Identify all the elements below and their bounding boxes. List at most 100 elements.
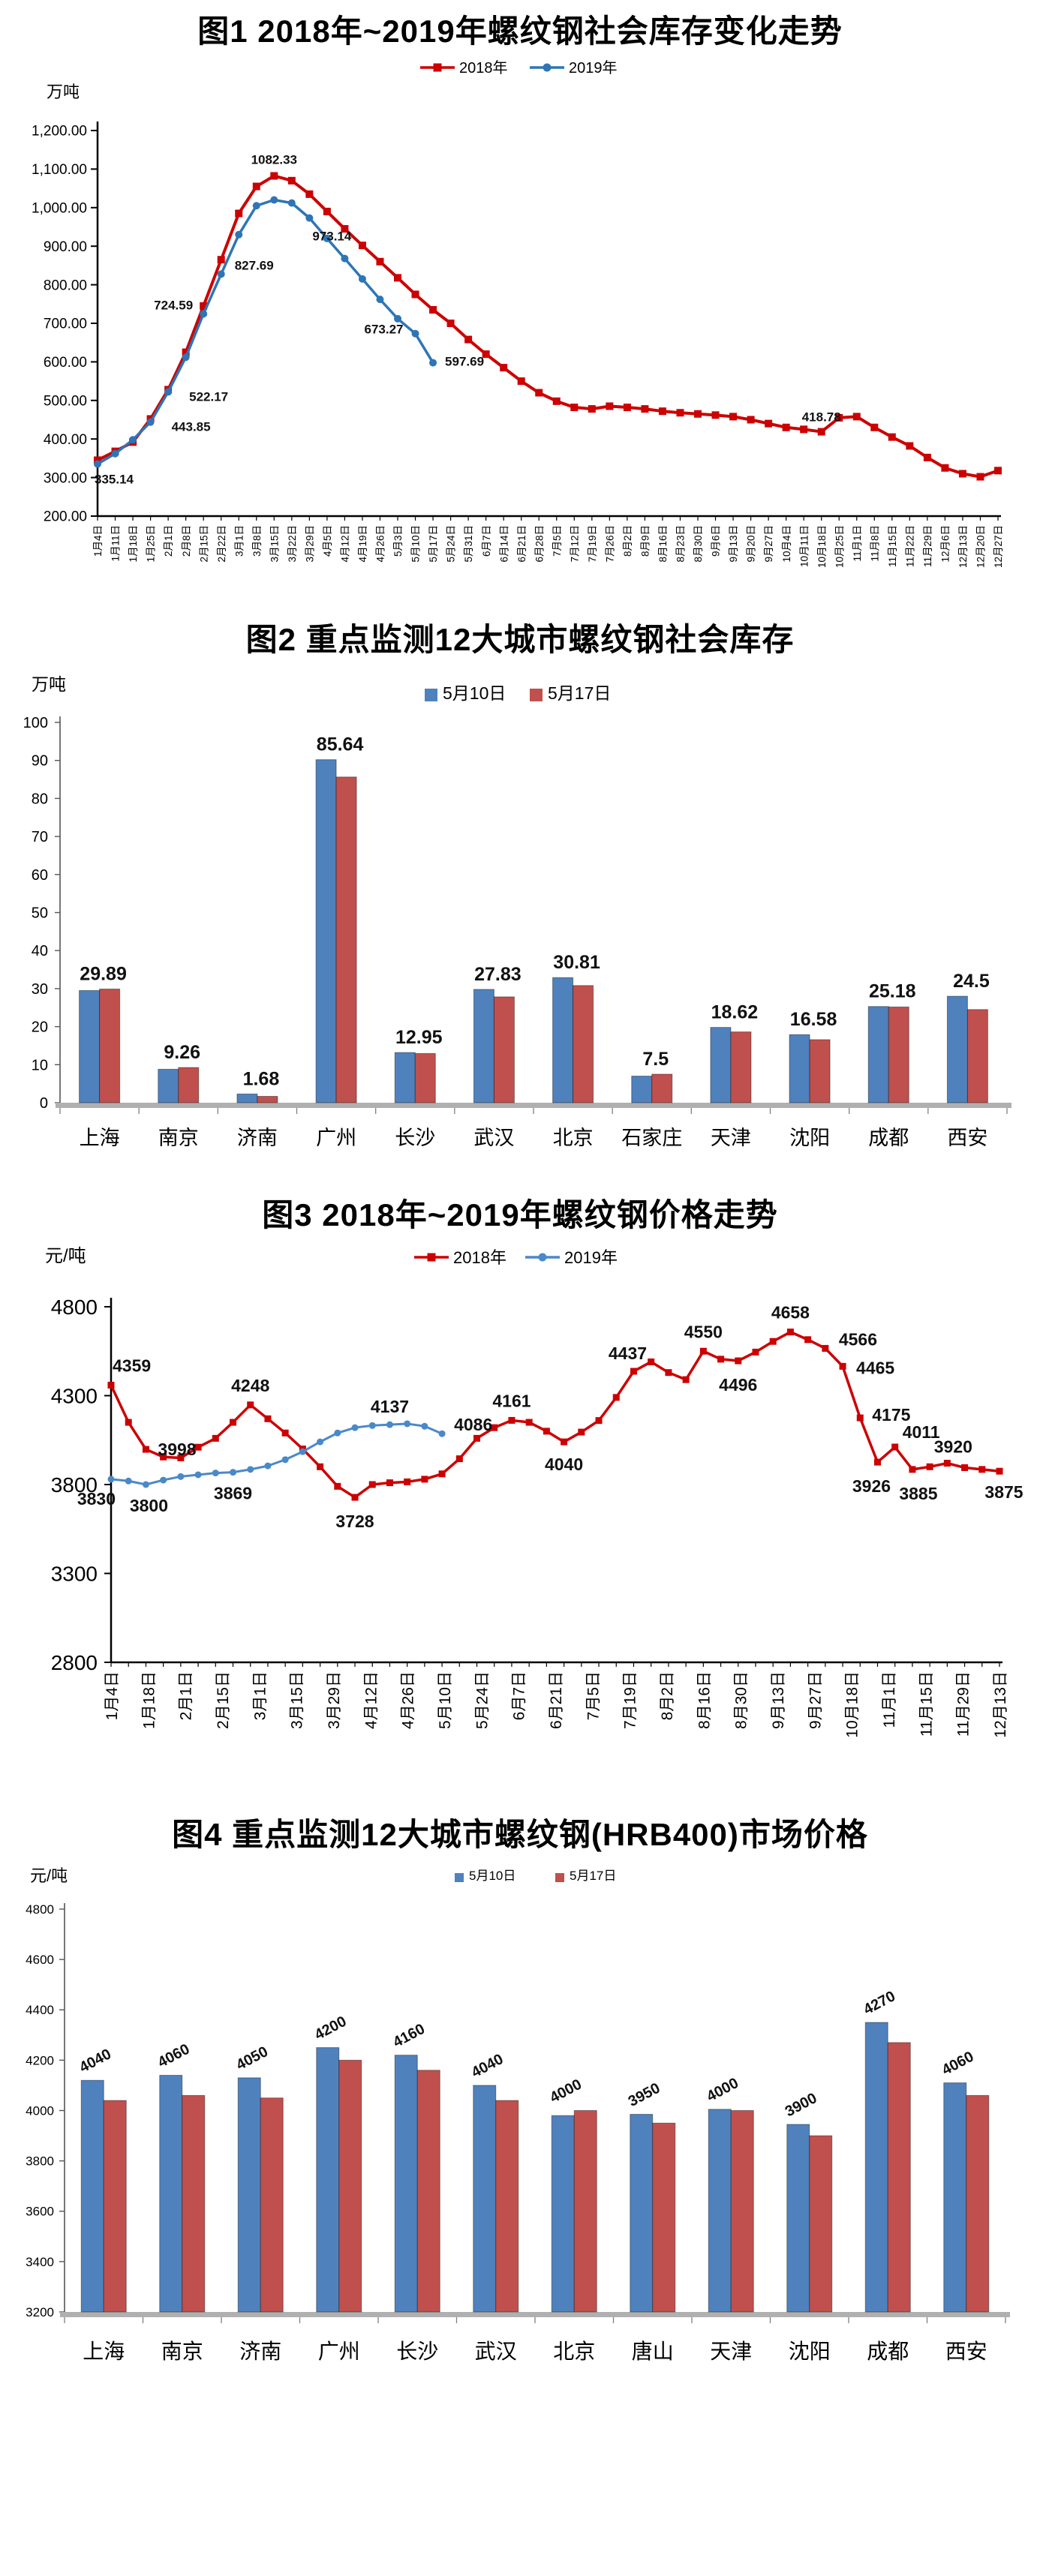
circle-marker (142, 1481, 149, 1488)
legend-swatch (425, 688, 437, 701)
x-tick-label: 8月30日 (693, 525, 704, 563)
data-label: 973.14 (312, 230, 352, 244)
axes (59, 1903, 1010, 2324)
square-marker (926, 1463, 933, 1470)
y-tick-label: 4300 (51, 1384, 98, 1407)
x-tick-label: 3月1日 (251, 1671, 269, 1720)
figure4-canvas: 3200 3400 3600 3800 4000 4200 4400 4600 4800 4040… (26, 1866, 1010, 2363)
x-tick-label: 1月18日 (140, 1671, 158, 1729)
bar-5月17日 (573, 984, 594, 1103)
bar-group (630, 2114, 676, 2313)
bar-5月10日 (551, 2115, 575, 2313)
square-marker (994, 467, 1002, 475)
y-tick-label: 90 (32, 752, 48, 769)
x-tick-label: 1月4日 (104, 1671, 121, 1720)
bar-5月10日 (159, 2075, 183, 2313)
x-tick-label: 5月17日 (428, 525, 439, 563)
bar-value-label: 1.68 (243, 1068, 280, 1089)
square-marker (856, 1414, 864, 1422)
square-marker (341, 225, 349, 233)
series-2019年 (107, 1420, 446, 1488)
bar-group (631, 1073, 673, 1103)
square-marker (641, 405, 649, 413)
x-category-label: 石家庄 (621, 1127, 682, 1149)
circle-marker (341, 254, 349, 263)
bar-5月10日 (394, 2055, 418, 2313)
square-marker (612, 1394, 620, 1401)
y-tick-label: 80 (32, 791, 48, 807)
x-tick-label: 6月7日 (481, 525, 492, 557)
square-marker (694, 410, 702, 419)
circle-marker (394, 315, 401, 323)
data-label: 4086 (454, 1415, 492, 1434)
bar-5月17日 (338, 2060, 362, 2313)
x-category-label: 南京 (158, 1127, 199, 1149)
bar-value-label: 30.81 (553, 952, 600, 973)
y-axis-unit: 万吨 (32, 674, 66, 694)
data-label: 443.85 (172, 420, 211, 434)
x-tick-label: 6月28日 (534, 525, 545, 563)
bar-5月17日 (652, 2122, 676, 2313)
legend-label: 5月10日 (469, 1869, 515, 1883)
y-tick-label: 50 (32, 905, 48, 921)
bar-5月17日 (260, 2097, 284, 2313)
square-marker (376, 258, 384, 266)
circle-marker (386, 1421, 393, 1428)
bar-group (80, 2079, 127, 2313)
bar-5月10日 (631, 1075, 653, 1103)
square-marker (817, 428, 825, 436)
figure1-title: 图1 2018年~2019年螺纹钢社会库存变化走势 (197, 14, 843, 49)
y-tick-label: 200.00 (44, 509, 87, 525)
circle-marker (299, 1448, 306, 1455)
series-2019年 (94, 196, 437, 468)
figure3: 图3 2018年~2019年螺纹钢价格走势 2800 3300 3800 4300 48… (0, 1184, 1040, 1803)
x-category-label: 上海 (83, 2340, 125, 2363)
y-axis-unit: 万吨 (47, 83, 80, 101)
x-tick-label: 5月3日 (392, 525, 404, 557)
x-tick-label: 8月30日 (733, 1671, 750, 1729)
square-marker (699, 1347, 707, 1355)
square-marker (125, 1419, 132, 1426)
data-label: 4359 (113, 1356, 151, 1375)
data-label: 3885 (899, 1484, 937, 1503)
square-marker (943, 1459, 951, 1467)
x-tick-label: 8月16日 (696, 1671, 713, 1729)
y-tick-label: 3600 (26, 2205, 54, 2219)
x-tick-label: 10月11日 (798, 525, 810, 567)
legend-label: 2019年 (564, 1248, 618, 1267)
x-tick-label: 11月15日 (887, 525, 898, 567)
square-marker (264, 1415, 272, 1422)
data-label: 3830 (77, 1489, 116, 1509)
square-marker (411, 290, 419, 299)
x-tick-label: 3月29日 (304, 525, 315, 563)
x-tick-label: 7月19日 (622, 1671, 639, 1729)
square-marker (752, 1348, 759, 1356)
bar-5月17日 (493, 995, 515, 1103)
bars (79, 758, 988, 1103)
bar-value-label: 85.64 (317, 734, 364, 755)
x-category-label: 上海 (80, 1127, 120, 1149)
circle-marker (358, 275, 366, 284)
legend: 2018年 2019年 (420, 59, 618, 77)
square-marker (800, 425, 808, 434)
bar-value-label: 4050 (233, 2043, 271, 2073)
square-marker (923, 454, 931, 462)
x-tick-label: 10月4日 (781, 525, 792, 563)
x-tick-label: 1月25日 (146, 525, 157, 563)
square-marker (455, 1455, 463, 1463)
data-label: 4465 (856, 1358, 894, 1377)
bar-5月10日 (315, 758, 337, 1103)
circle-marker (217, 270, 225, 278)
square-marker (429, 306, 437, 314)
square-marker (464, 335, 473, 344)
x-tick-label: 5月31日 (463, 525, 474, 563)
x-tick-label: 5月24日 (446, 525, 457, 563)
x-tick-label: 2月15日 (215, 1671, 232, 1729)
square-marker (891, 1443, 899, 1451)
y-tick-label: 4200 (26, 2054, 54, 2068)
x-category-label: 武汉 (475, 2340, 517, 2363)
x-tick-label: 4月5日 (322, 525, 333, 557)
square-marker (270, 172, 278, 180)
bar-value-label: 3900 (783, 2090, 820, 2120)
x-category-label: 沈阳 (789, 1127, 830, 1149)
